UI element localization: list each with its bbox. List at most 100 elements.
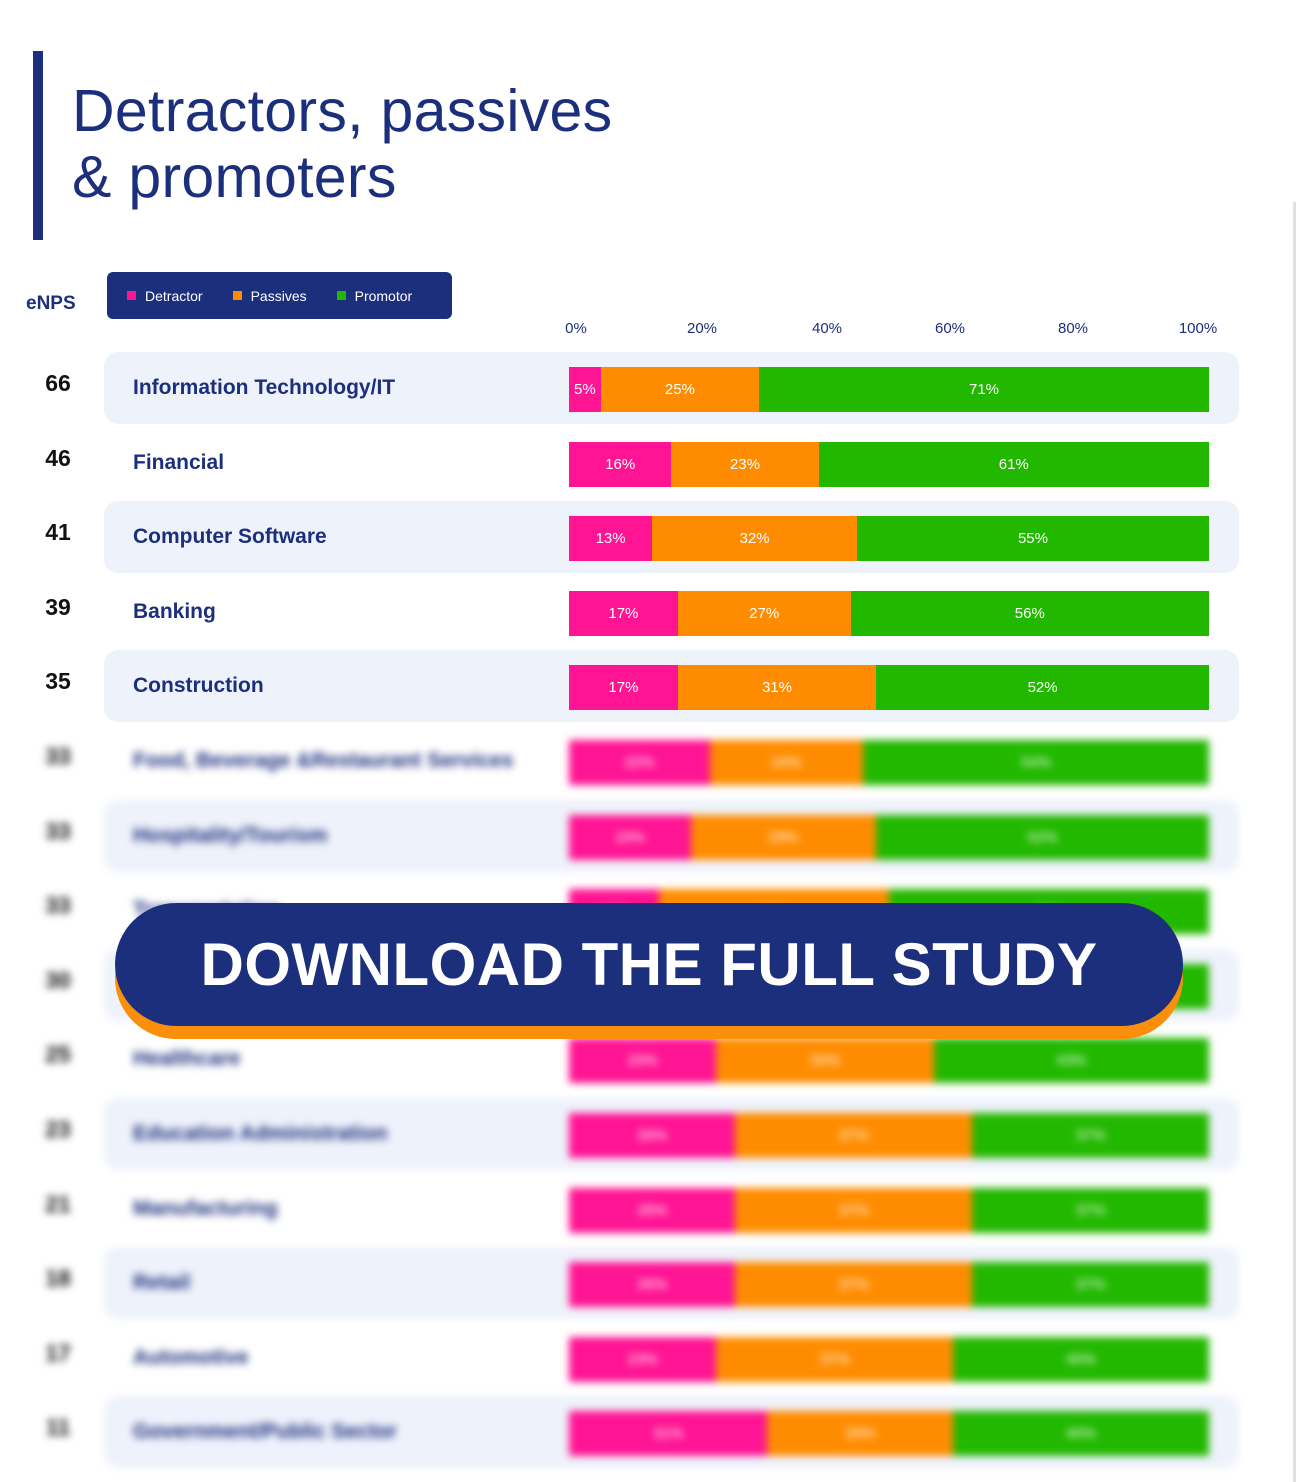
enps-score: 35: [45, 668, 71, 695]
bar-segment-passives: 32%: [652, 516, 857, 562]
bar-segment-detractor: 26%: [569, 1113, 736, 1158]
bar-segment-promotor: 61%: [818, 441, 1209, 487]
page-edge-divider: [1293, 202, 1296, 1482]
stacked-bar: 19% 29% 52%: [569, 814, 1209, 860]
enps-score: 33: [45, 892, 71, 919]
bar-segment-passives: 27%: [677, 590, 851, 636]
chart-row: 11 Government/Public Sector 31% 29% 40%: [0, 1396, 1296, 1469]
bar-segment-detractor: 23%: [569, 1336, 717, 1382]
enps-score: 66: [45, 370, 71, 396]
legend-label-passives: Passives: [250, 287, 307, 304]
enps-score: 46: [45, 444, 71, 471]
title-line-2: & promoters: [72, 144, 397, 210]
enps-column-header: eNPS: [26, 293, 76, 314]
bar-segment-promotor: 43%: [933, 1038, 1209, 1084]
chart-row: 33 Hospitality/Tourism 19% 29% 52%: [0, 799, 1296, 872]
bar-segment-detractor: 13%: [569, 516, 653, 562]
stacked-bar: 17% 31% 52%: [569, 665, 1209, 711]
bar-segment-detractor: 26%: [569, 1262, 736, 1308]
chart-legend: Detractor Passives Promotor: [107, 272, 452, 319]
industry-label: Construction: [133, 674, 264, 698]
industry-label: Education Administration: [133, 1122, 388, 1145]
x-tick-label: 20%: [686, 320, 718, 337]
page-title: Detractors, passives & promoters: [72, 78, 612, 210]
bar-segment-promotor: 37%: [972, 1187, 1209, 1233]
enps-score: 41: [45, 519, 71, 546]
bar-segment-promotor: 52%: [876, 814, 1209, 860]
industry-label: Government/Public Sector: [133, 1420, 397, 1444]
enps-score: 11: [45, 1414, 71, 1441]
legend-item-passives: Passives: [232, 287, 307, 304]
industry-label: Banking: [133, 599, 216, 623]
bar-segment-passives: 23%: [671, 441, 819, 487]
bar-segment-detractor: 16%: [569, 441, 672, 487]
bar-segment-detractor: 26%: [569, 1187, 736, 1233]
stacked-bar: 16% 23% 61%: [569, 441, 1209, 487]
title-line-1: Detractors, passives: [72, 78, 613, 144]
industry-label: Information Technology/IT: [133, 376, 396, 399]
bar-segment-passives: 31%: [677, 665, 877, 711]
chart-row: 39 Banking 17% 27% 56%: [0, 576, 1296, 648]
enps-score: 33: [45, 743, 71, 769]
bar-segment-promotor: 55%: [856, 516, 1209, 562]
chart-row: 21 Manufacturing 26% 37% 37%: [0, 1173, 1296, 1245]
download-full-study-button[interactable]: DOWNLOAD THE FULL STUDY: [115, 903, 1183, 1026]
chart-row: 23 Education Administration 26% 37% 37%: [0, 1098, 1296, 1170]
enps-score: 23: [45, 1116, 71, 1142]
bar-segment-detractor: 19%: [569, 814, 691, 860]
enps-score: 25: [45, 1041, 71, 1068]
legend-label-detractor: Detractor: [145, 287, 203, 304]
stacked-bar: 26% 37% 37%: [569, 1187, 1209, 1233]
legend-swatch-passives: [232, 291, 242, 300]
industry-label: Healthcare: [133, 1047, 241, 1071]
chart-row: 18 Retail 26% 37% 37%: [0, 1247, 1296, 1320]
chart-row: 66 Information Technology/IT 5% 25% 71%: [0, 352, 1296, 424]
industry-label: Financial: [133, 450, 225, 474]
industry-label: Manufacturing: [133, 1196, 278, 1220]
chart-row: 35 Construction 17% 31% 52%: [0, 650, 1296, 723]
bar-segment-passives: 37%: [735, 1187, 973, 1233]
bar-segment-promotor: 52%: [876, 665, 1209, 711]
bar-segment-promotor: 37%: [972, 1262, 1209, 1308]
industry-label: Hospitality/Tourism: [133, 823, 328, 847]
bar-segment-passives: 37%: [735, 1262, 973, 1308]
legend-swatch-promotor: [336, 291, 346, 300]
title-accent-bar: [33, 51, 43, 240]
bar-segment-detractor: 17%: [569, 590, 678, 636]
legend-item-promotor: Promotor: [336, 287, 413, 304]
bar-segment-detractor: 17%: [569, 665, 678, 711]
x-tick-label: 80%: [1057, 320, 1089, 337]
industry-label: Retail: [133, 1271, 191, 1295]
bar-segment-detractor: 31%: [569, 1411, 768, 1457]
bar-segment-detractor: 23%: [569, 1038, 717, 1084]
stacked-bar: 26% 37% 37%: [569, 1113, 1209, 1158]
enps-score: 33: [45, 817, 71, 844]
bar-segment-passives: 37%: [735, 1113, 973, 1158]
bar-segment-promotor: 54%: [863, 740, 1209, 785]
enps-score: 30: [45, 966, 71, 993]
industry-label: Automotive: [133, 1345, 249, 1369]
industry-label: Computer Software: [133, 525, 327, 549]
legend-label-promotor: Promotor: [354, 287, 413, 304]
stacked-bar: 13% 32% 55%: [569, 516, 1209, 562]
bar-segment-passives: 29%: [690, 814, 877, 860]
bar-segment-passives: 24%: [709, 740, 864, 785]
stacked-bar: 22% 24% 54%: [569, 740, 1209, 785]
bar-segment-detractor: 22%: [569, 740, 710, 785]
bar-segment-promotor: 71%: [759, 367, 1209, 412]
bar-segment-promotor: 56%: [850, 590, 1209, 636]
bar-segment-promotor: 40%: [952, 1411, 1209, 1457]
enps-score: 17: [45, 1339, 71, 1366]
stacked-bar: 26% 37% 37%: [569, 1262, 1209, 1308]
chart-row: 17 Automotive 23% 37% 40%: [0, 1322, 1296, 1394]
download-button-label: DOWNLOAD THE FULL STUDY: [200, 931, 1098, 998]
chart-row: 41 Computer Software 13% 32% 55%: [0, 501, 1296, 574]
enps-score: 21: [45, 1190, 71, 1217]
bar-segment-passives: 29%: [767, 1411, 953, 1457]
bar-segment-promotor: 37%: [972, 1113, 1209, 1158]
x-tick-label: 40%: [811, 320, 843, 337]
bar-segment-passives: 34%: [716, 1038, 934, 1084]
x-tick-label: 0%: [565, 320, 587, 337]
legend-swatch-detractor: [127, 291, 136, 300]
